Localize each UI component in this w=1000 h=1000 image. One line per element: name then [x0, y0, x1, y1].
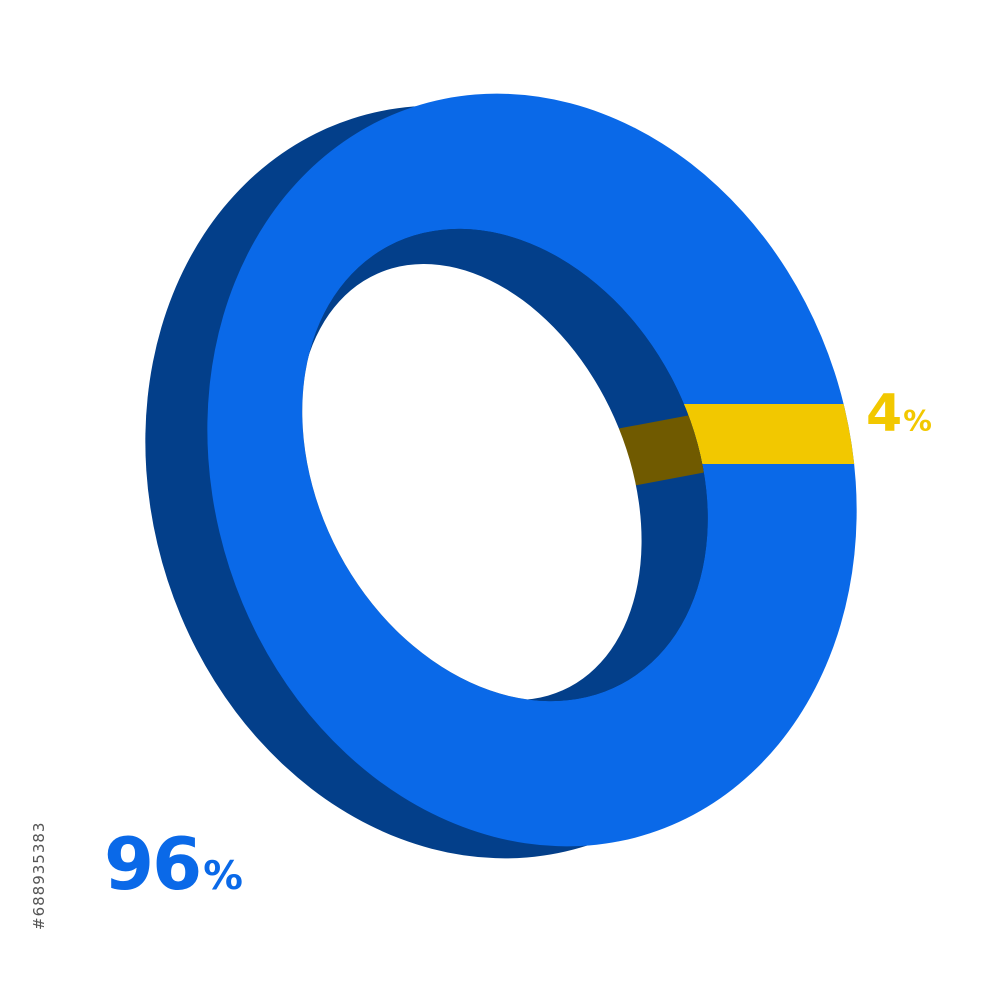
label-4-symbol: %: [903, 404, 932, 438]
label-96-percent: 96%: [104, 828, 243, 900]
stock-image-id: #688935383: [30, 821, 48, 930]
label-4-percent: 4%: [866, 388, 932, 440]
label-96-symbol: %: [203, 853, 243, 899]
label-96-number: 96: [104, 822, 202, 906]
ring-opening: [298, 264, 642, 700]
label-4-number: 4: [866, 384, 902, 444]
